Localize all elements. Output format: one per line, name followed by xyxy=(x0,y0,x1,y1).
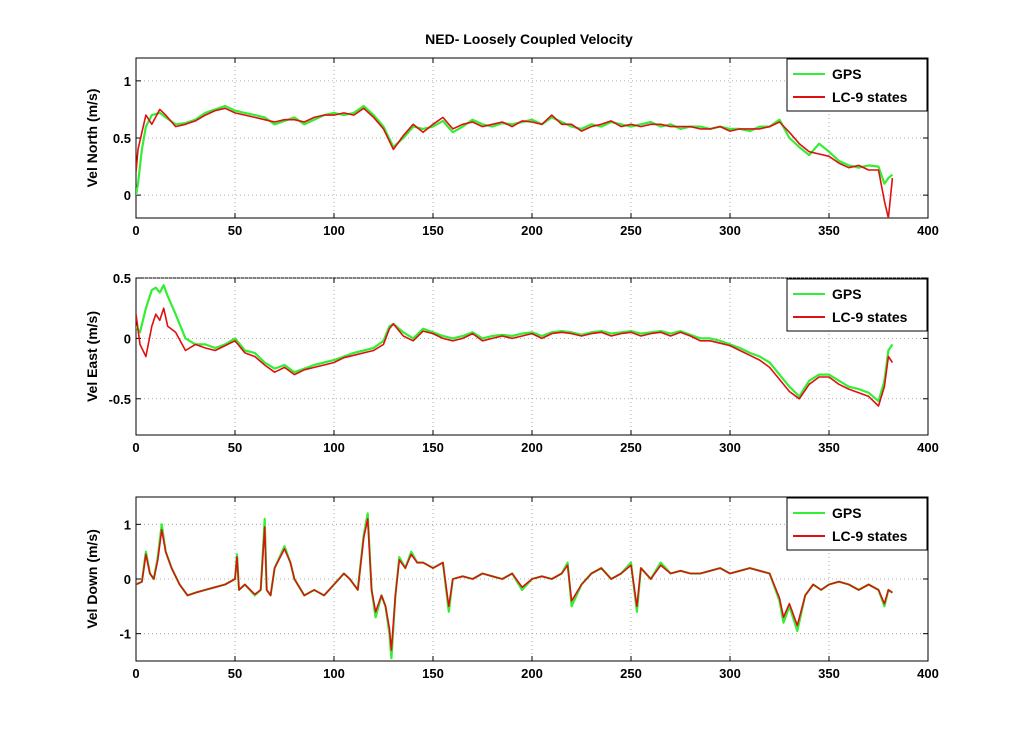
x-tick-label: 300 xyxy=(719,223,741,238)
legend-box xyxy=(786,58,928,112)
legend-north: GPS LC-9 states xyxy=(786,58,928,112)
x-tick-label: 200 xyxy=(521,666,543,681)
x-tick-label: 400 xyxy=(917,223,939,238)
x-tick-label: 200 xyxy=(521,223,543,238)
x-tick-label: 50 xyxy=(228,223,242,238)
panel-down: 0 50 100 150 200 250 300 350 400 -1 0 1 Vel Down (m/… xyxy=(84,496,939,681)
y-tick-label: 1 xyxy=(124,74,131,89)
x-tick-label: 150 xyxy=(422,666,444,681)
series-line-lc9-down xyxy=(136,518,893,651)
legend-label-gps: GPS xyxy=(832,286,862,302)
y-tick-label: -0.5 xyxy=(109,392,131,407)
x-tick-label: 300 xyxy=(719,666,741,681)
y-axis-label-east: Vel East (m/s) xyxy=(84,311,100,402)
x-tick-label: 300 xyxy=(719,440,741,455)
legend-east: GPS LC-9 states xyxy=(786,278,928,332)
y-tick-label: 0 xyxy=(124,188,131,203)
series-line-lc9-east xyxy=(136,307,894,407)
x-tick-label: 400 xyxy=(917,666,939,681)
x-tick-label: 150 xyxy=(422,223,444,238)
x-tick-label: 0 xyxy=(132,666,139,681)
x-tick-label: 100 xyxy=(323,223,345,238)
y-tick-label: 0.5 xyxy=(113,271,131,286)
x-tick-label: 250 xyxy=(620,223,642,238)
x-tick-label: 250 xyxy=(620,666,642,681)
panel-north: 0 50 100 150 200 250 300 350 400 0 0.5 1 Vel North (… xyxy=(84,57,939,238)
y-tick-label: 0 xyxy=(124,572,131,587)
x-tick-label: 100 xyxy=(323,666,345,681)
legend-down: GPS LC-9 states xyxy=(786,497,928,551)
y-tick-label: 0 xyxy=(124,331,131,346)
y-tick-label: -1 xyxy=(119,627,131,642)
series-line-gps-east xyxy=(136,284,894,403)
x-tick-label: 50 xyxy=(228,666,242,681)
x-tick-label: 350 xyxy=(818,666,840,681)
x-tick-label: 0 xyxy=(132,223,139,238)
y-axis-label-north: Vel North (m/s) xyxy=(84,89,100,188)
x-tick-label: 50 xyxy=(228,440,242,455)
figure-title: NED- Loosely Coupled Velocity xyxy=(425,31,633,47)
legend-box xyxy=(786,278,928,332)
x-tick-label: 150 xyxy=(422,440,444,455)
legend-label-lc9: LC-9 states xyxy=(832,309,908,325)
y-tick-label: 0.5 xyxy=(113,131,131,146)
x-tick-label: 100 xyxy=(323,440,345,455)
x-tick-label: 0 xyxy=(132,440,139,455)
legend-label-lc9: LC-9 states xyxy=(832,89,908,105)
y-tick-label: 1 xyxy=(124,517,131,532)
x-tick-label: 200 xyxy=(521,440,543,455)
series-line-lc9-north xyxy=(136,107,894,218)
x-tick-label: 350 xyxy=(818,223,840,238)
legend-label-gps: GPS xyxy=(832,66,862,82)
x-tick-label: 400 xyxy=(917,440,939,455)
legend-label-gps: GPS xyxy=(832,505,862,521)
x-tick-label: 250 xyxy=(620,440,642,455)
legend-box xyxy=(786,497,928,551)
y-axis-label-down: Vel Down (m/s) xyxy=(84,529,100,629)
x-tick-label: 350 xyxy=(818,440,840,455)
panel-east: 0 50 100 150 200 250 300 350 400 -0.5 0 0.5 Vel East… xyxy=(84,271,939,455)
legend-label-lc9: LC-9 states xyxy=(832,528,908,544)
